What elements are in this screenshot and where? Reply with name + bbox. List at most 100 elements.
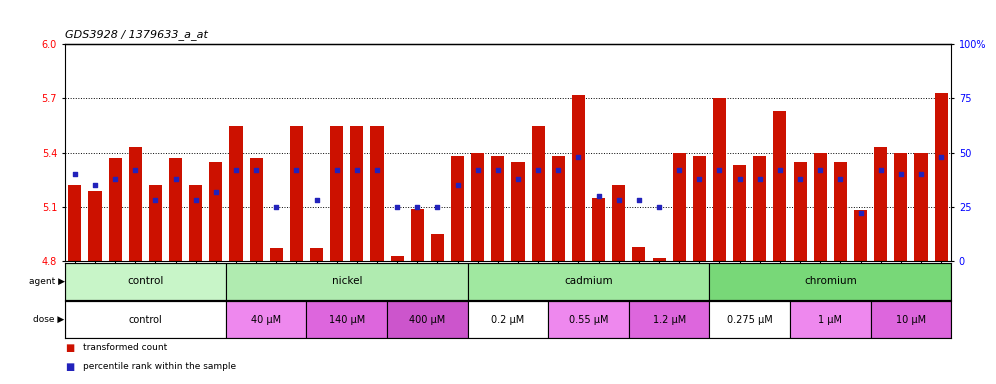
Point	[833, 175, 849, 182]
Text: 1.2 μM: 1.2 μM	[652, 314, 686, 325]
Point	[389, 204, 405, 210]
Point	[309, 197, 325, 204]
Bar	[854, 210, 868, 261]
Bar	[209, 162, 222, 261]
Bar	[790, 301, 871, 338]
Point	[591, 193, 607, 199]
Text: 40 μM: 40 μM	[251, 314, 281, 325]
Point	[630, 197, 646, 204]
Bar	[713, 98, 726, 261]
Bar	[148, 185, 162, 261]
Point	[349, 167, 365, 173]
Bar	[871, 301, 951, 338]
Bar	[390, 256, 403, 261]
Point	[409, 204, 425, 210]
Bar	[65, 301, 226, 338]
Bar	[874, 147, 887, 261]
Text: 10 μM: 10 μM	[895, 314, 926, 325]
Text: agent ▶: agent ▶	[29, 277, 65, 286]
Bar	[290, 126, 303, 261]
Text: nickel: nickel	[332, 276, 362, 286]
Point	[551, 167, 567, 173]
Bar	[270, 248, 283, 261]
Point	[147, 197, 163, 204]
Point	[853, 210, 869, 217]
Point	[449, 182, 465, 188]
Bar	[109, 158, 122, 261]
Bar	[491, 156, 504, 261]
Point	[933, 154, 949, 160]
Bar	[613, 185, 625, 261]
Point	[732, 175, 748, 182]
Point	[289, 167, 305, 173]
Point	[611, 197, 626, 204]
Text: dose ▶: dose ▶	[34, 315, 65, 324]
Bar	[628, 301, 709, 338]
Point	[872, 167, 888, 173]
Bar	[572, 95, 585, 261]
Bar	[709, 301, 790, 338]
Point	[87, 182, 103, 188]
Bar	[552, 156, 565, 261]
Point	[329, 167, 345, 173]
Bar	[410, 209, 424, 261]
Text: cadmium: cadmium	[564, 276, 613, 286]
Point	[772, 167, 788, 173]
Bar	[548, 301, 628, 338]
Bar	[330, 126, 344, 261]
Bar	[773, 111, 787, 261]
Point	[268, 204, 284, 210]
Bar	[65, 263, 226, 300]
Point	[671, 167, 687, 173]
Bar	[189, 185, 202, 261]
Bar	[169, 158, 182, 261]
Text: ■: ■	[65, 362, 74, 372]
Bar	[468, 301, 548, 338]
Bar	[532, 126, 545, 261]
Point	[510, 175, 526, 182]
Text: percentile rank within the sample: percentile rank within the sample	[83, 362, 236, 371]
Point	[571, 154, 587, 160]
Point	[108, 175, 124, 182]
Bar	[934, 93, 947, 261]
Text: ■: ■	[65, 343, 74, 353]
Text: chromium: chromium	[804, 276, 857, 286]
Point	[530, 167, 546, 173]
Point	[711, 167, 727, 173]
Bar	[351, 126, 364, 261]
Text: control: control	[127, 276, 163, 286]
Bar	[451, 156, 464, 261]
Text: 140 μM: 140 μM	[329, 314, 365, 325]
Point	[792, 175, 808, 182]
Bar	[468, 263, 709, 300]
Bar	[814, 152, 827, 261]
Bar	[371, 126, 383, 261]
Bar	[512, 162, 525, 261]
Bar	[914, 152, 927, 261]
Point	[813, 167, 829, 173]
Bar	[431, 234, 444, 261]
Point	[127, 167, 143, 173]
Point	[691, 175, 707, 182]
Bar	[894, 152, 907, 261]
Bar	[672, 152, 686, 261]
Bar	[794, 162, 807, 261]
Bar	[229, 126, 243, 261]
Point	[228, 167, 244, 173]
Bar	[226, 263, 468, 300]
Bar	[652, 258, 665, 261]
Point	[470, 167, 486, 173]
Bar	[69, 185, 82, 261]
Text: 0.2 μM: 0.2 μM	[491, 314, 525, 325]
Text: 0.55 μM: 0.55 μM	[569, 314, 609, 325]
Point	[651, 204, 667, 210]
Bar	[733, 165, 746, 261]
Point	[208, 189, 224, 195]
Bar	[592, 198, 606, 261]
Point	[248, 167, 264, 173]
Text: 400 μM: 400 μM	[409, 314, 445, 325]
Bar	[753, 156, 766, 261]
Point	[752, 175, 768, 182]
Point	[167, 175, 183, 182]
Point	[429, 204, 445, 210]
